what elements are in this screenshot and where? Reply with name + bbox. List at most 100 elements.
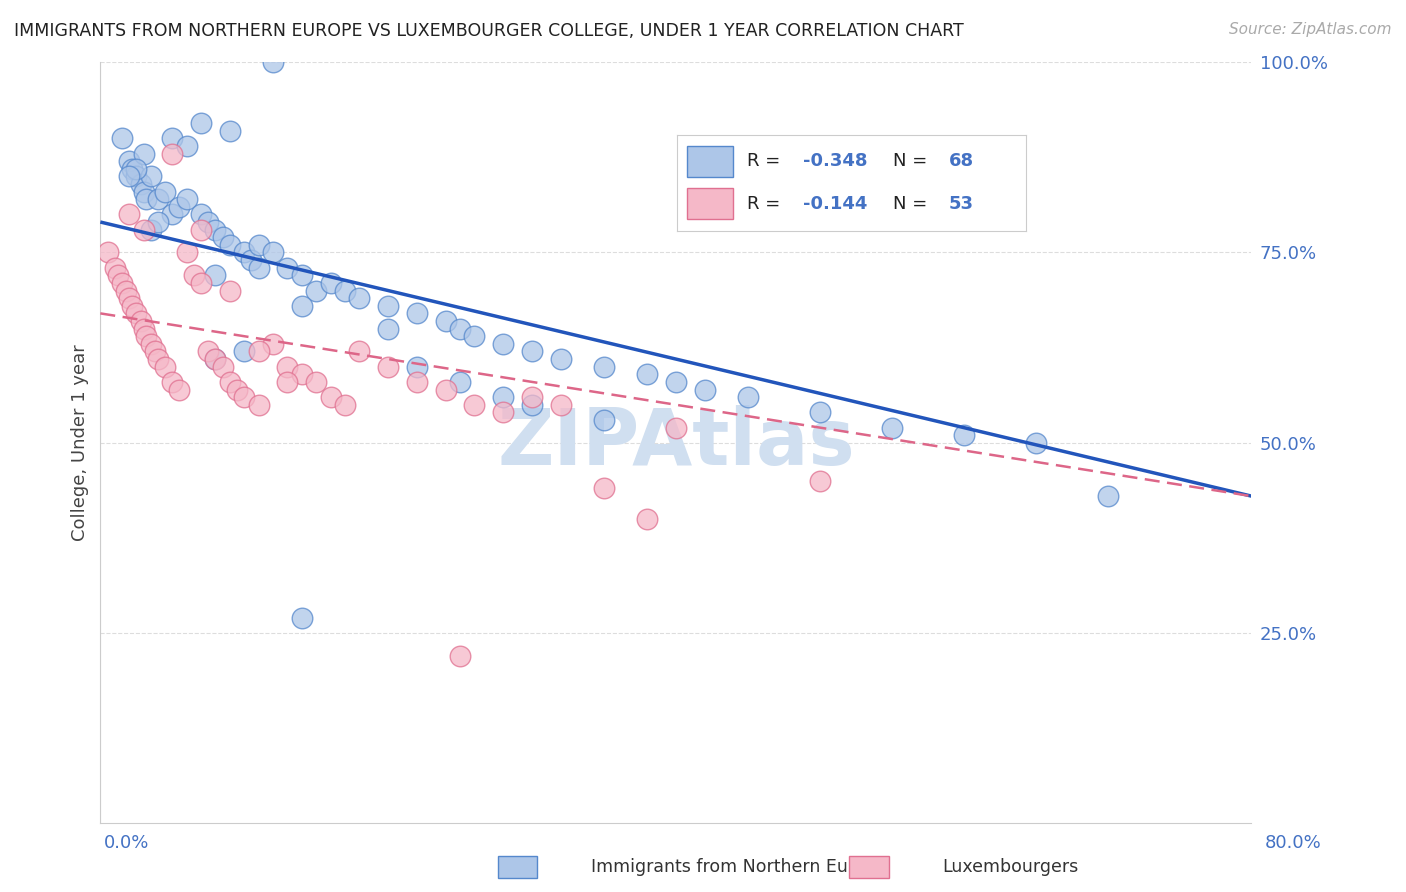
Point	[808, 405, 831, 419]
Point	[169, 383, 191, 397]
Point	[291, 268, 314, 283]
FancyBboxPatch shape	[688, 146, 733, 177]
Point	[169, 200, 191, 214]
Point	[550, 352, 572, 367]
Point	[520, 344, 543, 359]
Point	[262, 245, 284, 260]
Text: Source: ZipAtlas.com: Source: ZipAtlas.com	[1229, 22, 1392, 37]
Point	[190, 276, 212, 290]
Point	[204, 222, 226, 236]
Point	[233, 390, 256, 404]
Point	[211, 230, 233, 244]
Text: R =: R =	[747, 153, 786, 170]
Point	[218, 284, 240, 298]
Point	[492, 405, 515, 419]
Point	[176, 192, 198, 206]
Point	[593, 413, 616, 427]
Point	[121, 161, 143, 176]
Point	[111, 276, 134, 290]
Point	[593, 482, 616, 496]
Point	[1025, 435, 1047, 450]
Point	[449, 648, 471, 663]
Point	[118, 291, 141, 305]
Point	[139, 169, 162, 184]
Point	[333, 284, 356, 298]
Point	[107, 268, 129, 283]
Text: R =: R =	[747, 194, 786, 213]
Text: 80.0%: 80.0%	[1265, 834, 1322, 852]
Point	[665, 420, 688, 434]
Point	[197, 215, 219, 229]
Point	[204, 352, 226, 367]
Point	[319, 276, 342, 290]
Point	[333, 398, 356, 412]
Point	[262, 55, 284, 70]
Point	[115, 284, 138, 298]
Point	[247, 344, 270, 359]
Point	[291, 611, 314, 625]
Point	[276, 375, 298, 389]
Point	[176, 245, 198, 260]
Text: N =: N =	[893, 153, 934, 170]
Point	[218, 123, 240, 137]
Point	[204, 268, 226, 283]
Point	[377, 321, 399, 335]
Point	[247, 238, 270, 252]
Point	[240, 253, 263, 268]
Point	[132, 185, 155, 199]
Point	[176, 139, 198, 153]
Point	[808, 474, 831, 488]
Text: Luxembourgers: Luxembourgers	[942, 858, 1078, 876]
Text: 53: 53	[949, 194, 974, 213]
Point	[247, 260, 270, 275]
Point	[135, 329, 157, 343]
Point	[146, 352, 169, 367]
Point	[665, 375, 688, 389]
Point	[146, 192, 169, 206]
Point	[377, 359, 399, 374]
Point	[139, 222, 162, 236]
Point	[449, 375, 471, 389]
Point	[118, 154, 141, 169]
Point	[118, 207, 141, 221]
Point	[226, 383, 249, 397]
Point	[319, 390, 342, 404]
Point	[406, 359, 429, 374]
Y-axis label: College, Under 1 year: College, Under 1 year	[72, 344, 89, 541]
Point	[952, 428, 974, 442]
Point	[96, 245, 118, 260]
Point	[636, 512, 658, 526]
Point	[121, 299, 143, 313]
Point	[492, 336, 515, 351]
Text: -0.348: -0.348	[803, 153, 868, 170]
Point	[291, 368, 314, 382]
Point	[153, 185, 176, 199]
Point	[183, 268, 205, 283]
Text: ZIPAtlas: ZIPAtlas	[498, 405, 855, 481]
Point	[449, 321, 471, 335]
Point	[349, 344, 371, 359]
Point	[162, 375, 184, 389]
Point	[233, 344, 256, 359]
Point	[204, 352, 226, 367]
Text: Immigrants from Northern Europe: Immigrants from Northern Europe	[591, 858, 887, 876]
Point	[550, 398, 572, 412]
Point	[406, 306, 429, 320]
Point	[247, 398, 270, 412]
Point	[434, 383, 457, 397]
Point	[125, 306, 148, 320]
Point	[139, 336, 162, 351]
Point	[111, 131, 134, 145]
Point	[593, 359, 616, 374]
Point	[434, 314, 457, 328]
Point	[463, 398, 485, 412]
Point	[153, 359, 176, 374]
Point	[276, 359, 298, 374]
Point	[132, 321, 155, 335]
Point	[1097, 489, 1119, 503]
Point	[211, 359, 233, 374]
Point	[406, 375, 429, 389]
Point	[693, 383, 716, 397]
Point	[305, 375, 328, 389]
Point	[197, 344, 219, 359]
